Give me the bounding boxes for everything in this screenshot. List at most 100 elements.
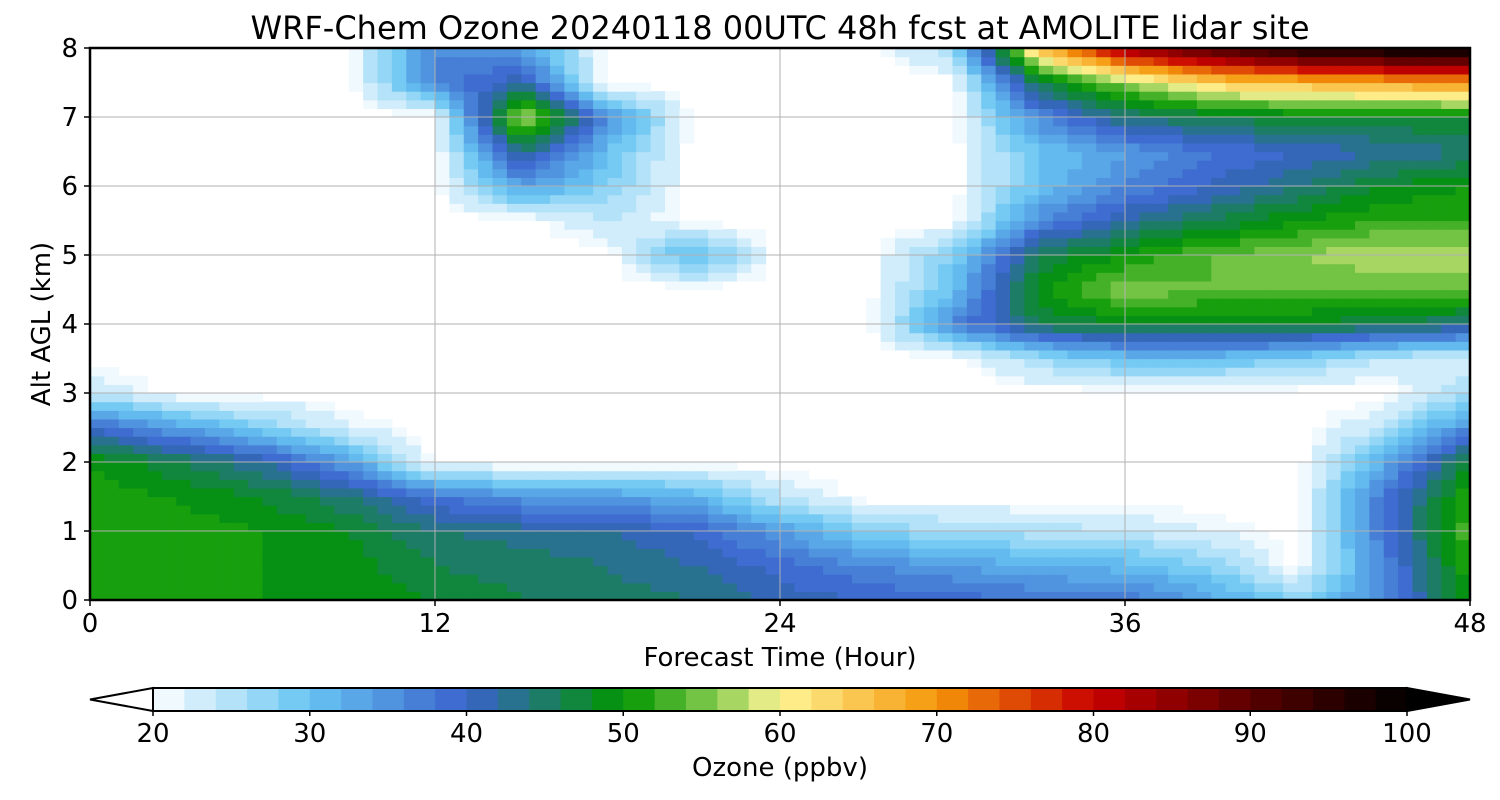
ozone-cell (521, 591, 537, 600)
ozone-cell (1426, 142, 1442, 153)
ozone-cell (1355, 367, 1370, 377)
ozone-cell (1398, 349, 1414, 360)
ozone-cell (1053, 556, 1069, 567)
ozone-cell (1225, 134, 1241, 144)
ozone-cell (1383, 341, 1399, 351)
ozone-cell (880, 298, 896, 308)
ozone-cell (1311, 99, 1327, 109)
ozone-cell (952, 324, 968, 334)
ozone-cell (1326, 565, 1342, 575)
ozone-cell (1455, 539, 1470, 549)
ozone-cell (1096, 574, 1112, 584)
ozone-cell (1153, 582, 1169, 592)
ozone-cell (1196, 375, 1212, 385)
ozone-cell (938, 341, 954, 351)
ozone-cell (765, 487, 781, 498)
ozone-cell (1038, 91, 1054, 101)
ozone-cell (449, 117, 465, 127)
ozone-cell (1211, 186, 1227, 196)
ozone-cell (1168, 168, 1184, 178)
ozone-cell (1426, 246, 1442, 256)
ozone-cell (1096, 56, 1112, 66)
ozone-cell (219, 496, 235, 506)
ozone-cell (1153, 151, 1169, 161)
ozone-cell (981, 65, 997, 75)
ozone-cell (147, 513, 163, 523)
ozone-cell (1455, 375, 1470, 385)
ozone-cell (1240, 548, 1255, 558)
ozone-cell (1383, 513, 1399, 523)
ozone-cell (1182, 341, 1198, 351)
ozone-cell (190, 418, 206, 429)
ozone-cell (650, 99, 666, 109)
ozone-cell (1369, 341, 1385, 351)
ozone-cell (1225, 168, 1241, 178)
ozone-cell (679, 255, 695, 265)
colorbar-segment (1124, 688, 1157, 711)
ozone-cell (377, 539, 393, 549)
ozone-cell (147, 496, 163, 506)
ozone-cell (1441, 453, 1457, 463)
ozone-cell (1182, 211, 1198, 222)
ozone-cell (348, 582, 364, 592)
ozone-cell (406, 436, 422, 446)
ozone-cell (1038, 556, 1054, 567)
ozone-cell (1369, 496, 1385, 506)
ozone-cell (1067, 203, 1083, 213)
ozone-cell (449, 531, 465, 541)
ozone-cell (1139, 99, 1155, 109)
ozone-cell (391, 56, 407, 66)
ozone-cell (1196, 229, 1212, 239)
ozone-cell (636, 134, 652, 144)
ozone-cell (938, 237, 954, 247)
ozone-cell (636, 565, 652, 575)
ozone-cell (1168, 315, 1184, 325)
ozone-cell (1240, 211, 1255, 222)
ozone-cell (1225, 73, 1241, 84)
colorbar-segment (529, 688, 562, 711)
ozone-cell (1369, 65, 1385, 75)
ozone-cell (1024, 513, 1040, 523)
ozone-cell (607, 117, 623, 127)
ozone-cell (1081, 99, 1097, 109)
ozone-cell (233, 513, 249, 523)
ozone-cell (161, 505, 177, 515)
ozone-cell (1426, 444, 1442, 454)
ozone-cell (981, 298, 997, 308)
ozone-cell (923, 246, 939, 256)
ozone-cell (1326, 487, 1342, 498)
ozone-cell (736, 487, 752, 498)
ozone-cell (866, 582, 882, 592)
ozone-cell (1168, 298, 1184, 308)
ozone-cell (1254, 591, 1270, 600)
ozone-cell (305, 496, 321, 506)
ozone-cell (1125, 272, 1140, 282)
ozone-cell (736, 522, 752, 532)
ozone-cell (966, 151, 982, 161)
ozone-cell (1240, 341, 1255, 351)
ozone-cell (118, 591, 134, 600)
ozone-cell (895, 263, 910, 273)
ozone-cell (665, 263, 680, 273)
ozone-cell (564, 186, 580, 196)
ozone-cell (1067, 246, 1083, 256)
ozone-cell (1096, 272, 1112, 282)
ozone-cell (1355, 531, 1370, 541)
ozone-cell (1426, 349, 1442, 360)
ozone-cell (1441, 99, 1457, 109)
ozone-cell (564, 565, 580, 575)
ozone-cell (1211, 280, 1227, 291)
colorbar-tick-label: 30 (293, 719, 326, 749)
ozone-cell (1455, 82, 1470, 92)
ozone-cell (650, 177, 666, 187)
colorbar-segment (435, 688, 467, 711)
ozone-cell (1455, 358, 1470, 368)
ozone-cell (708, 462, 724, 472)
ozone-cell (1326, 229, 1342, 239)
ozone-cell (1139, 272, 1155, 282)
ozone-cell (90, 522, 105, 532)
ozone-cell (650, 470, 666, 480)
ozone-cell (1182, 582, 1198, 592)
ozone-cell (636, 539, 652, 549)
ozone-cell (1283, 565, 1299, 575)
